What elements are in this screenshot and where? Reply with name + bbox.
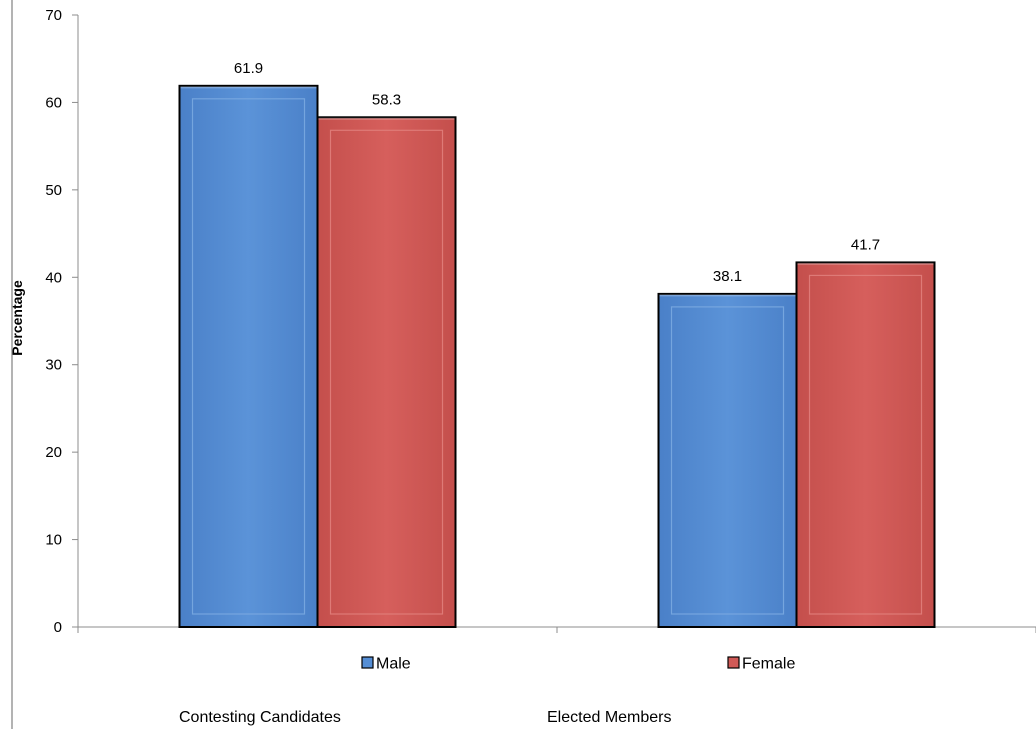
y-tick-label: 40	[45, 269, 62, 286]
legend-label-male: Male	[376, 656, 411, 673]
legend-swatch-female	[727, 656, 740, 669]
data-labels: 61.9 58.3 38.1 41.7	[234, 60, 880, 285]
y-axis-title: Percentage	[9, 280, 25, 356]
bar-bevel	[329, 129, 444, 615]
y-tick-label: 60	[45, 94, 62, 111]
bar-male-1	[657, 292, 798, 628]
legend-label-female: Female	[742, 656, 795, 673]
y-tick-label: 10	[45, 532, 62, 549]
data-label-female-0: 58.3	[372, 91, 401, 108]
bar-female-0	[316, 116, 457, 628]
legend-swatch-male	[361, 656, 374, 669]
legend: Male Female	[361, 656, 795, 673]
bar-female-1	[795, 261, 936, 628]
category-label-1: Elected Members	[547, 709, 672, 726]
y-tick-label: 20	[45, 444, 62, 461]
bars	[178, 84, 936, 629]
y-tick-label: 30	[45, 357, 62, 374]
bar-male-0	[178, 84, 319, 629]
bar-bevel	[191, 98, 306, 615]
bar-bevel	[670, 306, 785, 615]
y-tick-label: 70	[45, 7, 62, 24]
data-label-male-1: 38.1	[713, 268, 742, 285]
data-label-female-1: 41.7	[851, 236, 880, 253]
data-label-male-0: 61.9	[234, 60, 263, 77]
category-label-0: Contesting Candidates	[179, 709, 341, 726]
bar-bevel	[808, 274, 923, 615]
y-tick-label: 0	[54, 619, 62, 636]
y-axis: 0 10 20 30 40 50 60 70	[45, 7, 79, 636]
y-tick-label: 50	[45, 182, 62, 199]
category-labels: Contesting Candidates Elected Members	[179, 709, 672, 726]
